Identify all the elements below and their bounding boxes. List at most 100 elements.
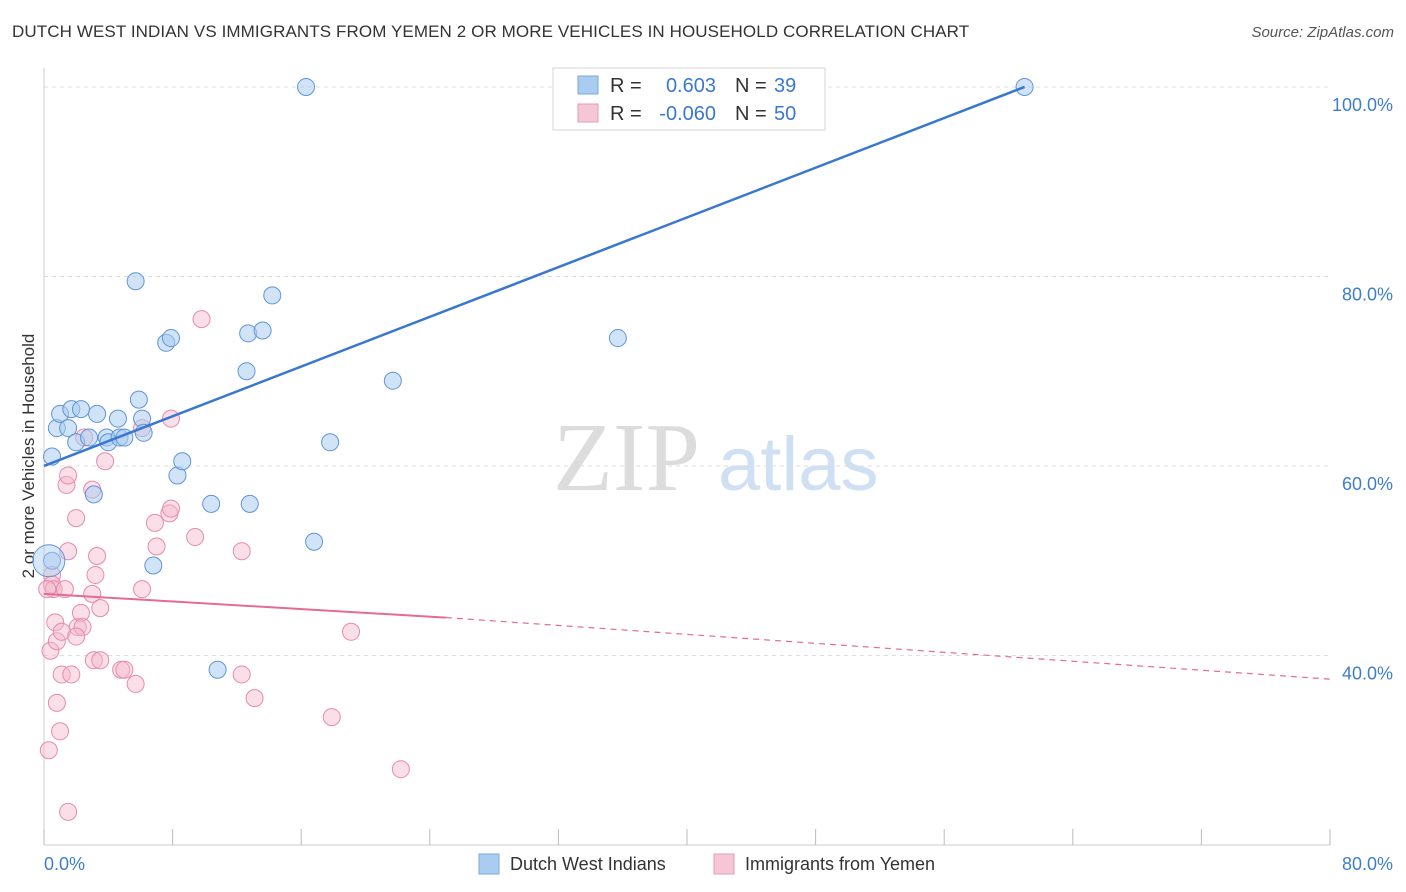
point-immigrants-from-yemen xyxy=(67,509,86,528)
gridlines xyxy=(44,86,1330,656)
point-dutch-west-indians xyxy=(43,551,62,570)
watermark-atlas: atlas xyxy=(718,422,879,507)
point-immigrants-from-yemen xyxy=(147,537,166,556)
point-immigrants-from-yemen xyxy=(232,542,251,561)
point-dutch-west-indians xyxy=(263,286,282,305)
point-dutch-west-indians xyxy=(297,77,316,96)
point-immigrants-from-yemen xyxy=(57,475,76,494)
point-dutch-west-indians xyxy=(108,409,127,428)
trend-line-immigrants-from-yemen xyxy=(43,592,446,619)
point-dutch-west-indians xyxy=(129,390,148,409)
point-immigrants-from-yemen xyxy=(52,665,71,684)
point-immigrants-from-yemen xyxy=(126,674,145,693)
y-tick-label-40: 40.0% xyxy=(1342,663,1393,683)
point-immigrants-from-yemen xyxy=(71,603,90,622)
stats-r-label-blue: R = xyxy=(610,75,642,97)
point-dutch-west-indians xyxy=(321,433,340,452)
chart-title: DUTCH WEST INDIAN VS IMMIGRANTS FROM YEM… xyxy=(12,22,970,41)
point-dutch-west-indians xyxy=(202,494,221,513)
point-immigrants-from-yemen xyxy=(86,565,105,584)
trend-line-dutch-west-indians xyxy=(43,85,1026,468)
point-immigrants-from-yemen xyxy=(68,618,87,637)
point-dutch-west-indians xyxy=(608,329,627,348)
point-dutch-west-indians xyxy=(126,272,145,291)
watermark: ZIP atlas xyxy=(553,404,879,512)
point-dutch-west-indians xyxy=(237,362,256,381)
point-immigrants-from-yemen xyxy=(59,802,78,821)
y-tick-label-80: 80.0% xyxy=(1342,284,1393,304)
legend-swatch-dutch-west-indians xyxy=(478,853,500,875)
series-immigrants-from-yemen-points xyxy=(38,310,410,821)
y-axis-tick-labels: 40.0% 60.0% 80.0% 100.0% xyxy=(1332,95,1393,684)
stats-swatch-pink xyxy=(577,103,599,123)
stats-r-value-pink: -0.060 xyxy=(659,103,716,125)
point-dutch-west-indians xyxy=(173,452,192,471)
point-immigrants-from-yemen xyxy=(59,466,78,485)
point-immigrants-from-yemen xyxy=(145,513,164,532)
watermark-zip: ZIP xyxy=(553,404,700,512)
point-immigrants-from-yemen xyxy=(46,613,65,632)
point-immigrants-from-yemen xyxy=(47,632,66,651)
stats-n-label-blue: N = xyxy=(735,75,767,97)
point-dutch-west-indians xyxy=(88,404,107,423)
point-immigrants-from-yemen xyxy=(186,528,205,547)
point-dutch-west-indians xyxy=(253,321,272,340)
legend-swatch-immigrants-from-yemen xyxy=(713,853,735,875)
point-dutch-west-indians-cluster xyxy=(32,544,66,578)
legend-label-dutch-west-indians: Dutch West Indians xyxy=(510,854,666,874)
point-immigrants-from-yemen xyxy=(41,641,60,660)
point-immigrants-from-yemen xyxy=(342,622,361,641)
point-immigrants-from-yemen xyxy=(91,651,110,670)
point-immigrants-from-yemen xyxy=(115,660,134,679)
point-immigrants-from-yemen xyxy=(73,618,92,637)
trend-lines xyxy=(43,85,1331,680)
point-immigrants-from-yemen xyxy=(96,452,115,471)
legend-label-immigrants-from-yemen: Immigrants from Yemen xyxy=(745,854,935,874)
trend-line-extension-immigrants-from-yemen xyxy=(445,616,1331,680)
point-immigrants-from-yemen xyxy=(133,580,152,599)
point-dutch-west-indians xyxy=(161,329,180,348)
point-dutch-west-indians xyxy=(240,494,259,513)
point-dutch-west-indians xyxy=(80,428,99,447)
x-axis-ticks xyxy=(43,829,1331,845)
stats-r-value-blue: 0.603 xyxy=(666,75,716,97)
source-label: Source: ZipAtlas.com xyxy=(1251,24,1394,41)
point-dutch-west-indians xyxy=(305,532,324,551)
point-immigrants-from-yemen xyxy=(391,760,410,779)
point-dutch-west-indians xyxy=(71,400,90,419)
point-immigrants-from-yemen xyxy=(245,689,264,708)
point-immigrants-from-yemen xyxy=(51,722,70,741)
stats-swatch-blue xyxy=(577,75,599,95)
bottom-legend: Dutch West Indians Immigrants from Yemen xyxy=(478,853,935,875)
y-tick-label-100: 100.0% xyxy=(1332,95,1393,115)
point-dutch-west-indians xyxy=(383,371,402,390)
point-immigrants-from-yemen xyxy=(62,665,81,684)
point-immigrants-from-yemen xyxy=(192,310,211,329)
stats-n-value-pink: 50 xyxy=(774,103,796,125)
y-tick-label-60: 60.0% xyxy=(1342,474,1393,494)
stats-r-label-pink: R = xyxy=(610,103,642,125)
series-dutch-west-indians-points xyxy=(32,77,1034,679)
x-tick-label-min: 0.0% xyxy=(44,854,85,874)
point-immigrants-from-yemen xyxy=(83,584,102,603)
point-immigrants-from-yemen xyxy=(39,741,58,760)
point-immigrants-from-yemen xyxy=(67,627,86,646)
point-immigrants-from-yemen xyxy=(84,651,103,670)
point-immigrants-from-yemen xyxy=(55,580,74,599)
stats-n-value-blue: 39 xyxy=(774,75,796,97)
stats-n-label-pink: N = xyxy=(735,103,767,125)
point-immigrants-from-yemen xyxy=(91,599,110,618)
point-immigrants-from-yemen xyxy=(88,546,107,565)
point-dutch-west-indians xyxy=(84,485,103,504)
point-immigrants-from-yemen xyxy=(322,708,341,727)
point-dutch-west-indians xyxy=(59,419,78,438)
point-dutch-west-indians xyxy=(144,556,163,575)
point-immigrants-from-yemen xyxy=(232,665,251,684)
point-dutch-west-indians xyxy=(208,660,227,679)
point-immigrants-from-yemen xyxy=(47,693,66,712)
stats-box: R = 0.603 N = 39 R = -0.060 N = 50 xyxy=(552,67,826,131)
y-axis-label: 2 or more Vehicles in Household xyxy=(19,334,38,579)
point-immigrants-from-yemen xyxy=(161,499,180,518)
x-tick-label-max: 80.0% xyxy=(1342,854,1393,874)
